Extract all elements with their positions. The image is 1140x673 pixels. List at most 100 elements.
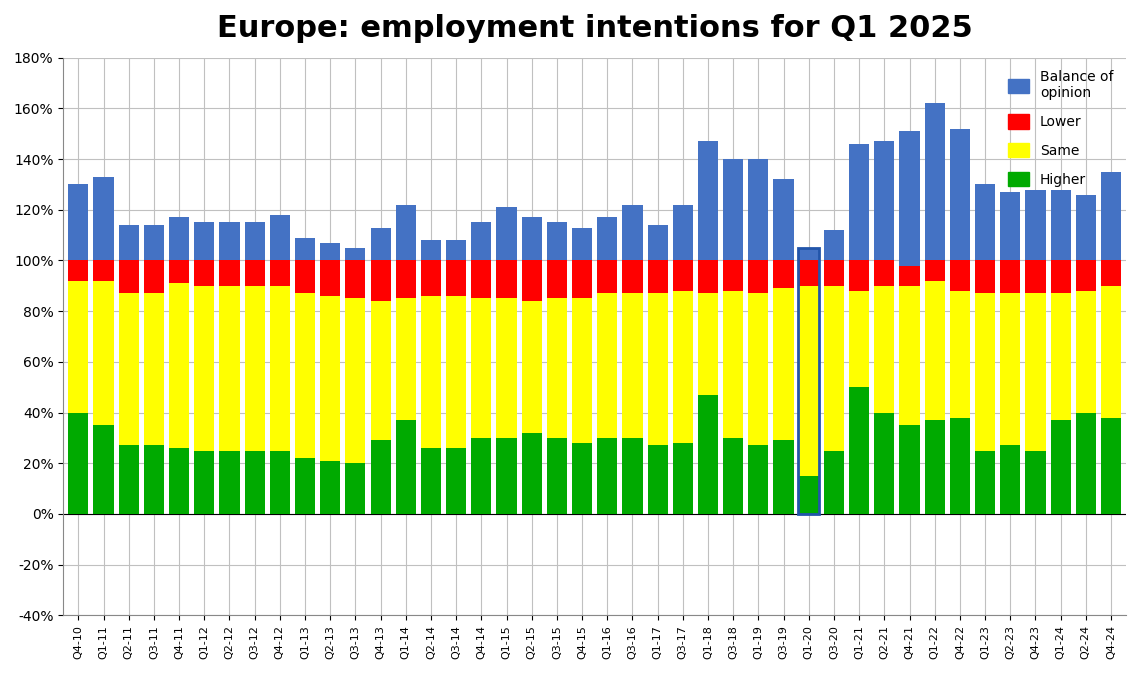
Bar bbox=[1076, 291, 1096, 413]
Bar bbox=[774, 288, 793, 440]
Bar bbox=[1025, 293, 1045, 450]
Bar bbox=[1051, 420, 1070, 514]
Bar bbox=[975, 260, 995, 293]
Bar bbox=[849, 144, 869, 260]
Bar bbox=[446, 448, 466, 514]
Bar bbox=[597, 260, 618, 293]
Bar bbox=[673, 443, 693, 514]
Bar bbox=[496, 299, 516, 438]
Title: Europe: employment intentions for Q1 2025: Europe: employment intentions for Q1 202… bbox=[217, 14, 972, 43]
Bar bbox=[522, 433, 542, 514]
Bar bbox=[1000, 260, 1020, 293]
Bar bbox=[975, 450, 995, 514]
Bar bbox=[698, 141, 718, 260]
Bar bbox=[975, 184, 995, 260]
Bar bbox=[68, 413, 89, 514]
Bar bbox=[1025, 260, 1045, 293]
Bar bbox=[1101, 172, 1121, 260]
Bar bbox=[547, 438, 567, 514]
Bar bbox=[194, 260, 214, 286]
Bar bbox=[219, 260, 239, 286]
Bar bbox=[798, 248, 820, 514]
Bar bbox=[622, 438, 643, 514]
Bar bbox=[396, 260, 416, 299]
Bar bbox=[673, 260, 693, 291]
Bar bbox=[824, 230, 844, 260]
Bar bbox=[648, 293, 668, 446]
Bar bbox=[421, 296, 441, 448]
Bar bbox=[748, 446, 768, 514]
Bar bbox=[950, 417, 970, 514]
Bar bbox=[799, 286, 819, 476]
Bar bbox=[219, 286, 239, 450]
Bar bbox=[194, 286, 214, 450]
Bar bbox=[648, 225, 668, 260]
Bar bbox=[446, 260, 466, 296]
Bar bbox=[320, 260, 340, 296]
Bar bbox=[320, 461, 340, 514]
Bar bbox=[572, 299, 592, 443]
Bar bbox=[572, 443, 592, 514]
Bar bbox=[950, 260, 970, 291]
Bar bbox=[396, 299, 416, 420]
Bar bbox=[1000, 293, 1020, 446]
Bar bbox=[597, 438, 618, 514]
Bar bbox=[622, 205, 643, 260]
Bar bbox=[874, 141, 895, 260]
Bar bbox=[547, 223, 567, 260]
Bar bbox=[496, 207, 516, 260]
Bar bbox=[723, 291, 743, 438]
Bar bbox=[93, 260, 114, 281]
Bar bbox=[774, 260, 793, 288]
Bar bbox=[471, 260, 491, 299]
Bar bbox=[874, 413, 895, 514]
Bar bbox=[1051, 260, 1070, 293]
Bar bbox=[723, 260, 743, 291]
Bar bbox=[522, 217, 542, 260]
Bar bbox=[270, 450, 290, 514]
Bar bbox=[68, 281, 89, 413]
Bar bbox=[648, 446, 668, 514]
Bar bbox=[370, 301, 391, 440]
Bar bbox=[245, 260, 264, 286]
Bar bbox=[320, 243, 340, 260]
Bar bbox=[572, 227, 592, 260]
Bar bbox=[774, 180, 793, 260]
Bar bbox=[572, 260, 592, 299]
Bar bbox=[698, 293, 718, 395]
Legend: Balance of
opinion, Lower, Same, Higher: Balance of opinion, Lower, Same, Higher bbox=[1002, 65, 1119, 192]
Bar bbox=[622, 260, 643, 293]
Bar bbox=[824, 450, 844, 514]
Bar bbox=[1076, 413, 1096, 514]
Bar bbox=[144, 293, 164, 446]
Bar bbox=[1101, 260, 1121, 286]
Bar bbox=[774, 440, 793, 514]
Bar bbox=[1025, 450, 1045, 514]
Bar bbox=[824, 286, 844, 450]
Bar bbox=[748, 293, 768, 446]
Bar bbox=[496, 260, 516, 299]
Bar bbox=[446, 240, 466, 260]
Bar bbox=[68, 260, 89, 281]
Bar bbox=[370, 440, 391, 514]
Bar bbox=[1025, 190, 1045, 260]
Bar bbox=[950, 291, 970, 417]
Bar bbox=[1101, 286, 1121, 417]
Bar bbox=[144, 225, 164, 260]
Bar bbox=[1051, 293, 1070, 420]
Bar bbox=[270, 215, 290, 260]
Bar bbox=[119, 293, 139, 446]
Bar bbox=[522, 260, 542, 301]
Bar bbox=[471, 223, 491, 260]
Bar bbox=[219, 223, 239, 260]
Bar bbox=[169, 283, 189, 448]
Bar bbox=[446, 296, 466, 448]
Bar bbox=[345, 248, 366, 260]
Bar bbox=[673, 291, 693, 443]
Bar bbox=[824, 260, 844, 286]
Bar bbox=[421, 240, 441, 260]
Bar bbox=[144, 260, 164, 293]
Bar bbox=[723, 438, 743, 514]
Bar bbox=[295, 293, 315, 458]
Bar bbox=[295, 238, 315, 260]
